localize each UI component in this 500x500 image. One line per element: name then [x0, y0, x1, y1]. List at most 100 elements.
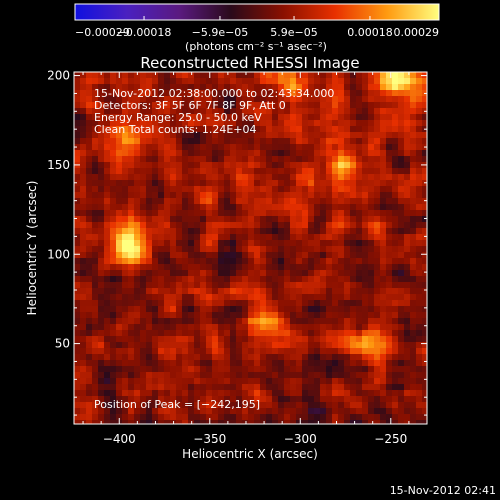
heatmap-cell [290, 336, 297, 343]
heatmap-cell [212, 174, 219, 181]
heatmap-cell [86, 222, 93, 229]
heatmap-cell [140, 330, 147, 337]
heatmap-cell [236, 90, 243, 97]
heatmap-cell [278, 174, 285, 181]
heatmap-cell [140, 408, 147, 415]
heatmap-cell [254, 192, 261, 199]
heatmap-cell [248, 360, 255, 367]
heatmap-cell [350, 126, 357, 133]
heatmap-cell [140, 354, 147, 361]
heatmap-cell [290, 204, 297, 211]
heatmap-cell [182, 306, 189, 313]
heatmap-cell [398, 378, 405, 385]
heatmap-cell [92, 78, 99, 85]
heatmap-cell [326, 300, 333, 307]
heatmap-cell [212, 168, 219, 175]
heatmap-cell [248, 270, 255, 277]
heatmap-cell [254, 120, 261, 127]
heatmap-cell [320, 192, 327, 199]
heatmap-cell [356, 348, 363, 355]
heatmap-cell [332, 318, 339, 325]
colorbar [74, 3, 440, 21]
heatmap-cell [422, 222, 427, 229]
heatmap-cell [422, 240, 427, 247]
heatmap-cell [92, 210, 99, 217]
heatmap-cell [122, 258, 129, 265]
heatmap-cell [404, 138, 411, 145]
heatmap-cell [320, 288, 327, 295]
heatmap-cell [134, 378, 141, 385]
heatmap-cell [386, 234, 393, 241]
heatmap-cell [416, 264, 423, 271]
heatmap-cell [320, 420, 327, 424]
heatmap-cell [308, 174, 315, 181]
heatmap-cell [404, 336, 411, 343]
heatmap-cell [158, 306, 165, 313]
heatmap-cell [362, 138, 369, 145]
heatmap-cell [116, 186, 123, 193]
heatmap-cell [314, 246, 321, 253]
heatmap-cell [260, 330, 267, 337]
heatmap-cell [236, 330, 243, 337]
heatmap-cell [242, 72, 249, 79]
heatmap-cell [158, 180, 165, 187]
heatmap-cell [392, 312, 399, 319]
heatmap-cell [422, 84, 427, 91]
heatmap-cell [356, 342, 363, 349]
heatmap-cell [344, 378, 351, 385]
heatmap-cell [146, 330, 153, 337]
heatmap-cell [410, 402, 417, 409]
heatmap-cell [386, 114, 393, 121]
heatmap-cell [74, 306, 81, 313]
heatmap-cell [284, 174, 291, 181]
heatmap-cell [236, 222, 243, 229]
heatmap-cell [80, 318, 87, 325]
heatmap-cell [206, 294, 213, 301]
heatmap-cell [164, 186, 171, 193]
heatmap-cell [218, 126, 225, 133]
heatmap-cell [356, 282, 363, 289]
heatmap-cell [332, 114, 339, 121]
heatmap-cell [86, 162, 93, 169]
heatmap-cell [188, 288, 195, 295]
heatmap-cell [236, 300, 243, 307]
heatmap-cell [134, 270, 141, 277]
heatmap-cell [98, 126, 105, 133]
heatmap-cell [206, 138, 213, 145]
heatmap-cell [164, 72, 171, 79]
heatmap-cell [128, 246, 135, 253]
heatmap-cell [284, 366, 291, 373]
heatmap-cell [98, 228, 105, 235]
heatmap-cell [212, 276, 219, 283]
heatmap-cell [296, 384, 303, 391]
heatmap-cell [206, 312, 213, 319]
heatmap-cell [248, 126, 255, 133]
heatmap-cell [92, 270, 99, 277]
heatmap-cell [80, 306, 87, 313]
heatmap-cell [116, 324, 123, 331]
heatmap-cell [86, 216, 93, 223]
heatmap-cell [386, 372, 393, 379]
heatmap-cell [116, 252, 123, 259]
heatmap-cell [158, 300, 165, 307]
heatmap-cell [140, 324, 147, 331]
heatmap-cell [122, 108, 129, 115]
heatmap-cell [398, 138, 405, 145]
heatmap-cell [296, 408, 303, 415]
heatmap-cell [182, 312, 189, 319]
heatmap-cell [290, 372, 297, 379]
heatmap-cell [104, 156, 111, 163]
heatmap-cell [314, 108, 321, 115]
heatmap-cell [398, 330, 405, 337]
heatmap-cell [368, 180, 375, 187]
heatmap-cell [224, 300, 231, 307]
heatmap-cell [302, 384, 309, 391]
heatmap-cell [146, 246, 153, 253]
heatmap-cell [320, 174, 327, 181]
heatmap-cell [146, 336, 153, 343]
heatmap-cell [278, 72, 285, 79]
heatmap-cell [266, 390, 273, 397]
heatmap-cell [194, 372, 201, 379]
heatmap-cell [296, 204, 303, 211]
heatmap-cell [356, 192, 363, 199]
